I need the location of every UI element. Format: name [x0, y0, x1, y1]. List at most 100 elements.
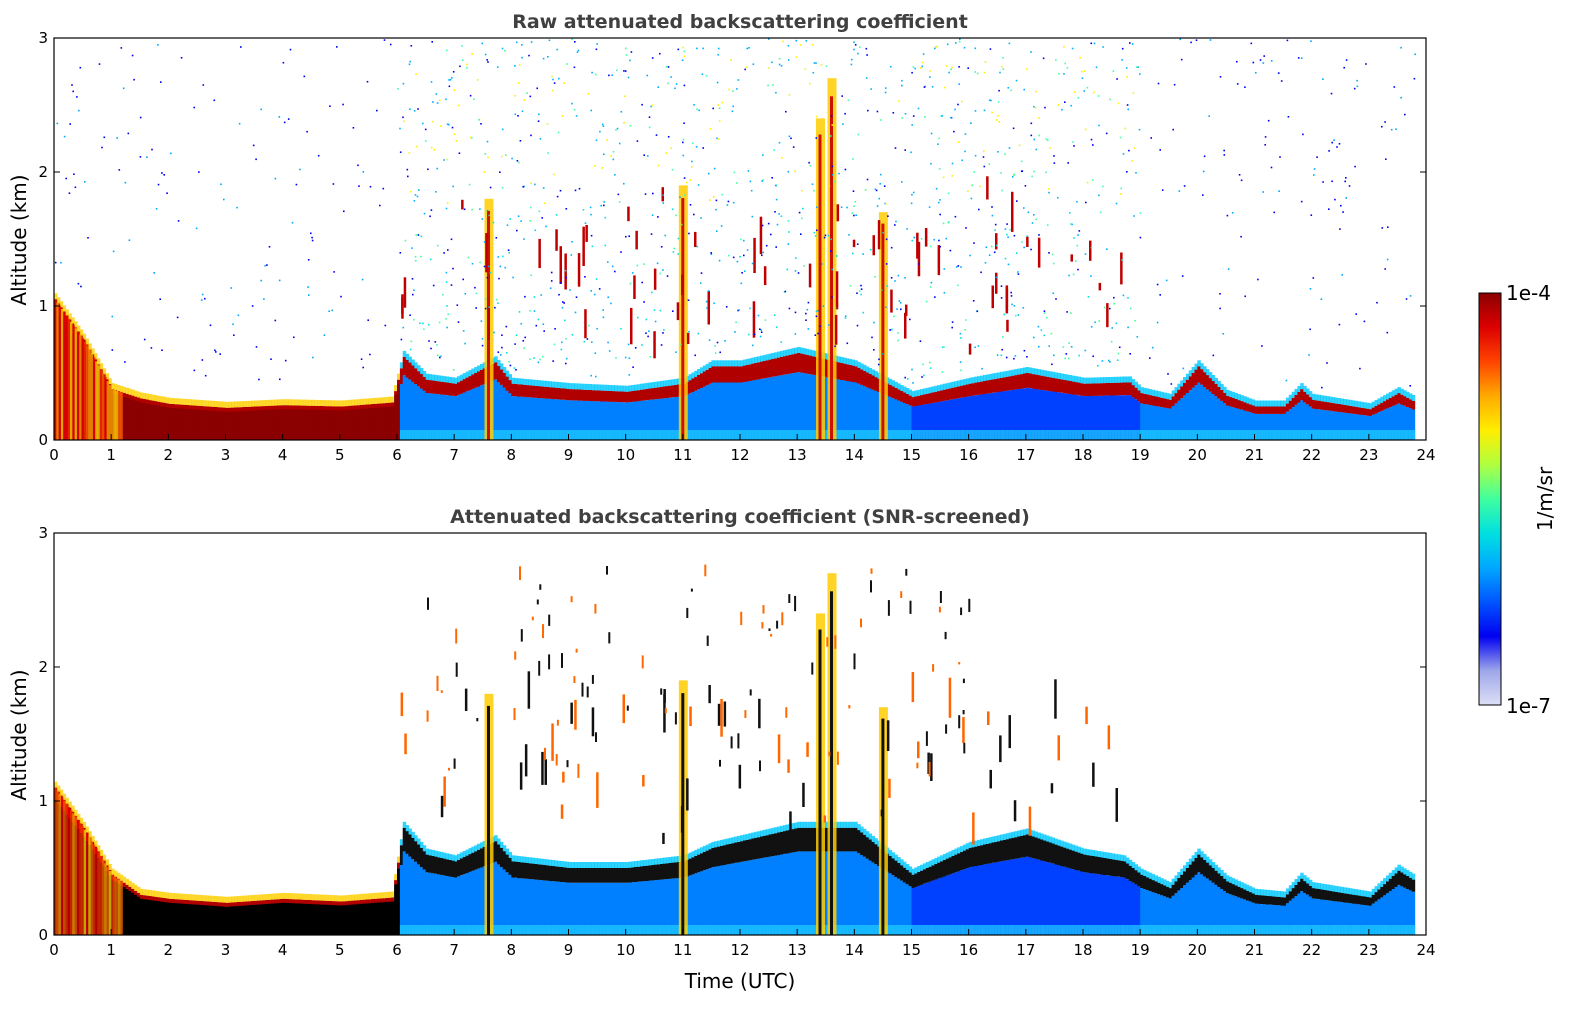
- layer-band: [331, 406, 335, 411]
- surface-strip: [245, 925, 249, 935]
- layer-fringe: [914, 867, 918, 874]
- noise-speckle: [1038, 234, 1040, 236]
- noise-speckle: [721, 193, 723, 196]
- layer-band: [377, 403, 381, 408]
- layer-fringe: [957, 847, 961, 854]
- noise-speckle: [1011, 303, 1013, 306]
- layer-band: [602, 868, 607, 883]
- backscatter-column: [1340, 412, 1344, 440]
- backscatter-column: [562, 882, 567, 935]
- noise-speckle: [1092, 355, 1094, 358]
- noise-speckle: [308, 294, 310, 296]
- noise-speckle: [367, 319, 369, 321]
- backscatter-column: [154, 899, 158, 935]
- layer-fringe: [757, 356, 761, 363]
- noise-speckle: [72, 90, 74, 93]
- backscatter-column: [399, 865, 404, 935]
- backscatter-column: [505, 390, 510, 440]
- backscatter-column: [205, 409, 209, 440]
- backscatter-column: [691, 874, 695, 935]
- noise-speckle: [433, 149, 436, 151]
- noise-speckle: [1263, 55, 1265, 57]
- layer-fringe: [1017, 830, 1021, 837]
- surface-strip: [631, 430, 635, 440]
- noise-speckle: [961, 100, 963, 103]
- noise-speckle: [422, 322, 424, 325]
- cloud-streak: [905, 304, 908, 316]
- layer-band: [1003, 839, 1007, 861]
- noise-speckle: [1344, 180, 1346, 183]
- layer-band: [388, 402, 392, 407]
- noise-speckle: [884, 91, 887, 94]
- layer-band: [194, 405, 198, 410]
- surface-strip: [597, 925, 601, 935]
- layer-fringe: [1245, 397, 1250, 404]
- layer-fringe: [597, 862, 601, 868]
- noise-speckle: [1083, 70, 1086, 72]
- noise-speckle: [929, 361, 931, 364]
- cloud-streak: [582, 226, 585, 266]
- layer-band: [482, 368, 487, 385]
- layer-fringe: [791, 348, 795, 355]
- layer-fringe: [119, 385, 124, 392]
- layer-fringe: [108, 378, 112, 385]
- layer-fringe: [702, 365, 707, 372]
- layer-fringe: [139, 888, 144, 895]
- layer-band: [156, 401, 161, 406]
- noise-speckle: [848, 234, 850, 236]
- layer-fringe: [1188, 370, 1193, 377]
- backscatter-column: [194, 408, 198, 440]
- noise-speckle: [103, 136, 106, 139]
- backscatter-column: [665, 879, 670, 935]
- noise-speckle: [383, 39, 386, 41]
- noise-speckle: [1030, 122, 1033, 125]
- layer-fringe: [56, 297, 61, 304]
- backscatter-column: [139, 401, 144, 440]
- surface-strip: [1054, 925, 1058, 935]
- noise-speckle: [512, 276, 514, 279]
- surface-strip: [1028, 925, 1033, 935]
- noise-speckle: [717, 53, 719, 56]
- layer-band: [994, 378, 998, 393]
- layer-fringe: [1240, 395, 1244, 402]
- backscatter-column: [631, 401, 635, 440]
- layer-band: [479, 848, 484, 868]
- surface-strip: [662, 925, 667, 935]
- noise-speckle: [964, 133, 967, 135]
- layer-fringe: [265, 894, 269, 900]
- layer-band: [322, 900, 327, 905]
- noise-speckle: [559, 282, 562, 284]
- layer-band: [648, 865, 652, 881]
- layer-fringe: [1011, 369, 1015, 376]
- noise-speckle: [1013, 234, 1016, 237]
- noise-speckle: [800, 233, 802, 235]
- backscatter-column: [1085, 396, 1090, 440]
- layer-fringe: [285, 893, 289, 899]
- noise-speckle: [518, 161, 520, 164]
- backscatter-column: [448, 876, 452, 935]
- backscatter-column: [911, 888, 915, 935]
- backscatter-column: [768, 377, 773, 440]
- noise-speckle: [829, 135, 832, 137]
- surface-strip: [499, 925, 504, 935]
- surface-strip: [871, 430, 875, 440]
- cloud-streak: [752, 301, 756, 338]
- noise-speckle: [519, 140, 522, 142]
- residual-layer-streak: [83, 341, 87, 440]
- surface-strip: [1063, 430, 1067, 440]
- layer-fringe: [842, 357, 847, 364]
- noise-speckle: [522, 186, 525, 188]
- noise-speckle: [811, 183, 814, 185]
- surface-strip: [797, 925, 801, 935]
- noise-speckle: [737, 309, 739, 312]
- surface-strip: [562, 925, 567, 935]
- layer-band: [174, 899, 178, 904]
- surface-strip: [748, 925, 753, 935]
- noise-speckle: [1068, 274, 1070, 277]
- backscatter-column: [1377, 412, 1381, 440]
- noise-speckle: [332, 183, 335, 185]
- noise-speckle: [860, 288, 863, 290]
- noise-speckle: [1219, 76, 1222, 78]
- layer-fringe: [299, 399, 304, 406]
- layer-band: [614, 868, 618, 883]
